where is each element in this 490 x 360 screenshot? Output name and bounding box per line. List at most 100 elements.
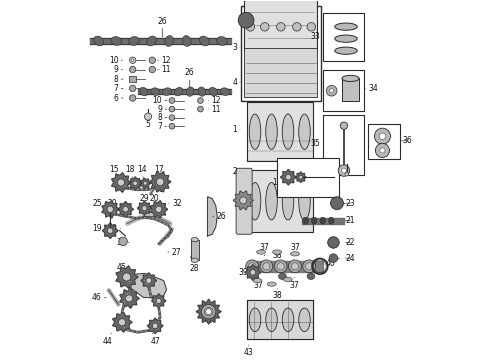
Text: 46: 46 — [92, 293, 106, 302]
Bar — [342, 78, 359, 101]
Circle shape — [303, 260, 316, 273]
Polygon shape — [141, 273, 157, 288]
Circle shape — [263, 263, 270, 270]
Text: 26: 26 — [157, 17, 167, 37]
Polygon shape — [245, 265, 261, 280]
Polygon shape — [118, 202, 133, 217]
Ellipse shape — [335, 47, 357, 54]
Circle shape — [123, 207, 128, 212]
Text: 17: 17 — [154, 165, 164, 177]
Ellipse shape — [199, 36, 209, 46]
Text: 47: 47 — [150, 333, 160, 346]
Text: 2: 2 — [232, 167, 240, 176]
Circle shape — [330, 89, 334, 93]
Circle shape — [131, 59, 134, 62]
Text: 38: 38 — [272, 288, 282, 300]
Text: 5: 5 — [146, 116, 150, 129]
Circle shape — [169, 106, 175, 112]
Text: 26: 26 — [213, 212, 226, 221]
Text: 37: 37 — [289, 277, 299, 289]
Ellipse shape — [299, 308, 310, 332]
Text: 12: 12 — [208, 96, 220, 105]
Circle shape — [328, 237, 339, 248]
Ellipse shape — [140, 87, 148, 96]
Circle shape — [286, 175, 291, 180]
Text: 30: 30 — [108, 224, 121, 233]
Text: 42: 42 — [204, 313, 214, 325]
Ellipse shape — [328, 217, 334, 224]
Circle shape — [246, 23, 255, 31]
Circle shape — [169, 123, 175, 129]
Polygon shape — [112, 173, 131, 192]
Text: 11: 11 — [158, 65, 171, 74]
Text: 25: 25 — [92, 199, 106, 208]
Circle shape — [380, 148, 385, 153]
Text: 11: 11 — [208, 105, 220, 114]
Ellipse shape — [128, 37, 139, 45]
Bar — [247, 300, 313, 339]
Polygon shape — [130, 274, 167, 298]
Text: 7: 7 — [114, 84, 123, 93]
Text: 19: 19 — [92, 224, 106, 233]
Text: 21: 21 — [345, 216, 355, 225]
Circle shape — [345, 172, 348, 176]
Circle shape — [306, 263, 313, 270]
Ellipse shape — [165, 36, 173, 46]
Text: 31: 31 — [116, 238, 129, 247]
Circle shape — [129, 57, 136, 63]
Circle shape — [274, 260, 287, 273]
Text: 16: 16 — [151, 185, 164, 194]
Ellipse shape — [198, 87, 206, 96]
Circle shape — [169, 115, 175, 121]
Ellipse shape — [250, 273, 258, 279]
Polygon shape — [129, 177, 142, 190]
Circle shape — [342, 168, 346, 173]
Bar — [323, 115, 365, 175]
Circle shape — [156, 206, 162, 212]
Circle shape — [338, 165, 350, 176]
Text: 37: 37 — [290, 243, 300, 256]
Ellipse shape — [342, 75, 359, 81]
Circle shape — [326, 85, 337, 96]
Text: 20: 20 — [108, 199, 121, 208]
Text: 35: 35 — [311, 139, 323, 148]
Polygon shape — [280, 169, 296, 185]
Text: 4: 4 — [232, 78, 240, 87]
Circle shape — [329, 254, 338, 262]
Circle shape — [261, 23, 269, 31]
Ellipse shape — [267, 282, 276, 286]
Circle shape — [307, 23, 316, 31]
Ellipse shape — [283, 277, 292, 282]
Bar — [323, 13, 365, 61]
Bar — [368, 124, 400, 159]
Circle shape — [118, 179, 124, 186]
Polygon shape — [151, 294, 166, 308]
Circle shape — [152, 323, 158, 329]
Text: 14: 14 — [137, 165, 147, 177]
Text: 22: 22 — [345, 238, 355, 247]
Circle shape — [201, 305, 216, 319]
Ellipse shape — [249, 308, 261, 332]
Circle shape — [129, 85, 136, 91]
Polygon shape — [196, 299, 221, 324]
Bar — [247, 170, 313, 233]
Ellipse shape — [191, 258, 198, 262]
Circle shape — [169, 98, 175, 103]
Ellipse shape — [191, 238, 198, 242]
Text: 6: 6 — [114, 94, 123, 103]
Ellipse shape — [182, 36, 191, 46]
Circle shape — [276, 23, 285, 31]
Ellipse shape — [266, 183, 277, 220]
Ellipse shape — [257, 250, 266, 254]
Ellipse shape — [282, 308, 294, 332]
Circle shape — [277, 263, 284, 270]
Circle shape — [122, 273, 131, 281]
Text: 9: 9 — [114, 65, 122, 74]
Bar — [247, 102, 313, 161]
Polygon shape — [116, 266, 138, 288]
Bar — [191, 239, 198, 260]
Circle shape — [143, 181, 147, 185]
Circle shape — [293, 23, 301, 31]
Bar — [323, 70, 365, 111]
Text: 10: 10 — [153, 96, 167, 105]
